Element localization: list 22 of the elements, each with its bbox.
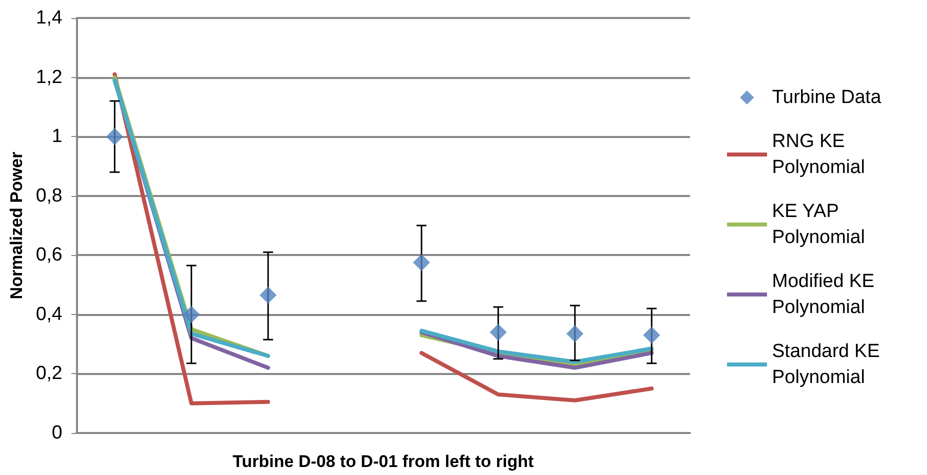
y-tick-label: 0,2 xyxy=(36,363,62,384)
y-tick-label: 0,8 xyxy=(36,185,62,206)
x-axis-title: Turbine D-08 to D-01 from left to right xyxy=(232,452,534,471)
point xyxy=(566,325,584,342)
point xyxy=(490,324,507,341)
legend-label: Turbine Data xyxy=(772,87,882,108)
y-tick-label: 1 xyxy=(52,126,62,148)
legend-label: KE YAP Polynomial xyxy=(772,201,865,248)
point xyxy=(413,254,430,272)
point xyxy=(182,306,200,323)
y-tick-label: 0 xyxy=(52,422,62,444)
y-tick-label: 1,2 xyxy=(36,66,62,88)
y-tick-label: 0,6 xyxy=(36,244,62,266)
y-tick-label: 0,4 xyxy=(36,304,63,325)
point xyxy=(643,326,660,344)
y-tick-label: 1,4 xyxy=(36,8,63,28)
legend-label: Standard KE Polynomial xyxy=(772,341,886,388)
legend-label: Modified KE Polynomial xyxy=(772,271,880,318)
y-axis-title: Normalized Power xyxy=(7,151,26,300)
point xyxy=(260,286,277,304)
legend-label: RNG KE Polynomial xyxy=(772,131,865,178)
point xyxy=(106,128,124,146)
